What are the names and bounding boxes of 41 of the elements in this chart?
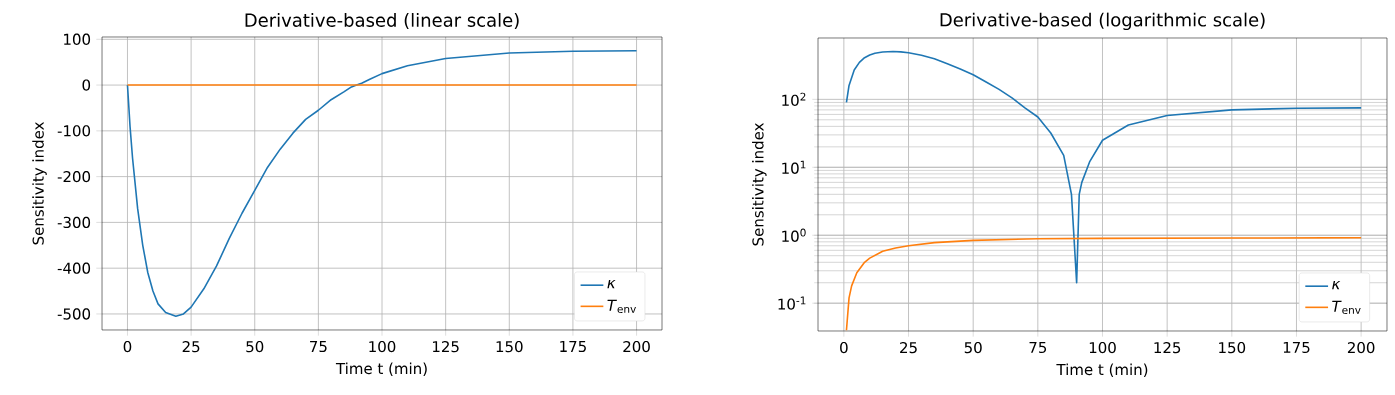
x-tick-label: 150 — [1219, 341, 1246, 354]
chart-title: Derivative-based (linear scale) — [245, 13, 519, 30]
y-axis-title: Sensitivity index — [32, 122, 47, 245]
y-tick-label: 0 — [82, 79, 91, 91]
x-tick-label: 75 — [1029, 341, 1047, 354]
x-tick-label: 100 — [1089, 341, 1116, 354]
legend-label: κ — [607, 279, 616, 289]
x-axis-title: Time t (min) — [335, 362, 427, 376]
y-tick-label: 10$^{1}$ — [782, 160, 806, 174]
y-tick-label: 100 — [64, 33, 91, 45]
y-tick-label: 10$^{-1}$ — [778, 296, 806, 310]
y-tick-label: -300 — [57, 216, 91, 229]
x-tick-label: 200 — [1347, 341, 1375, 354]
legend-label: T$_{env}$ — [1332, 300, 1361, 315]
y-tick-label: 10$^{2}$ — [782, 92, 806, 106]
x-tick-label: 25 — [182, 340, 200, 353]
x-tick-label: 200 — [623, 340, 650, 353]
x-tick-label: 125 — [432, 340, 459, 353]
x-tick-label: 25 — [900, 341, 917, 354]
x-tick-label: 175 — [560, 340, 586, 353]
legend-label: T$_{env}$ — [607, 299, 636, 314]
y-tick-label: -500 — [57, 308, 91, 320]
x-tick-label: 175 — [1283, 341, 1310, 354]
x-tick-label: 0 — [840, 341, 848, 354]
line-series — [126, 49, 638, 318]
y-tick-label: -400 — [57, 262, 91, 274]
x-tick-label: 150 — [496, 340, 523, 353]
y-axis-title: Sensitivity index — [752, 123, 767, 246]
y-tick-label: -100 — [57, 125, 91, 137]
x-tick-label: 50 — [964, 341, 982, 354]
x-tick-label: 100 — [369, 340, 396, 353]
y-tick-label: -200 — [57, 170, 91, 183]
x-axis-title: Time t (min) — [1056, 363, 1148, 377]
x-tick-label: 75 — [310, 340, 327, 353]
line-series — [845, 236, 1362, 331]
x-tick-label: 0 — [123, 340, 132, 353]
x-tick-label: 125 — [1154, 341, 1181, 354]
y-tick-label: 10$^{0}$ — [782, 228, 806, 242]
legend-label: κ — [1332, 280, 1341, 290]
x-tick-label: 50 — [246, 340, 264, 353]
chart-title: Derivative-based (logarithmic scale) — [940, 12, 1265, 31]
